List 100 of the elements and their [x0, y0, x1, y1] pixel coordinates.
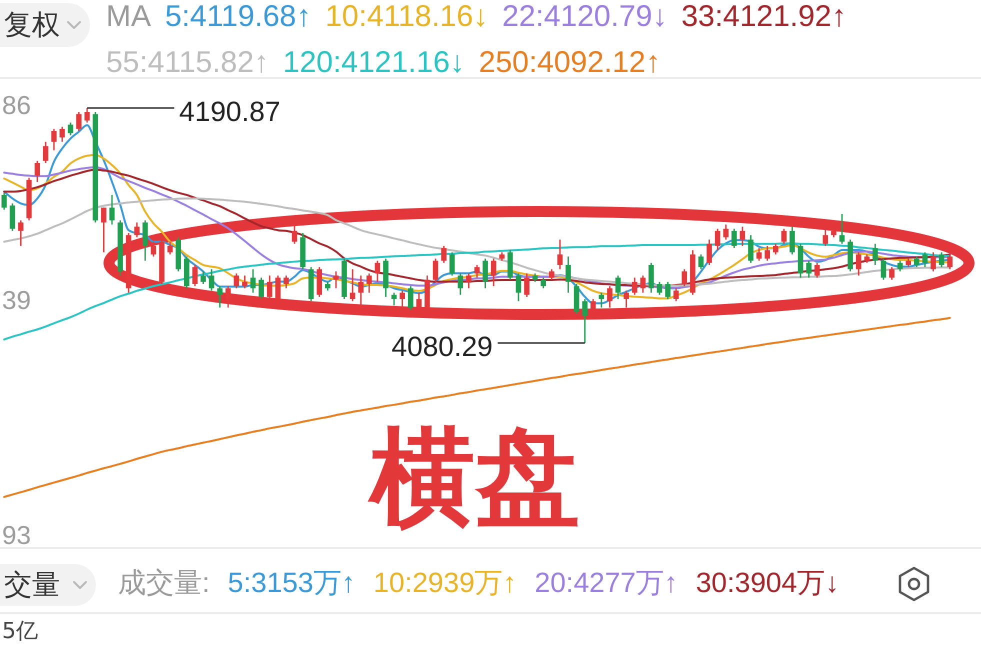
candlestick — [458, 272, 464, 296]
candlestick — [225, 285, 231, 308]
annotation: 4190.87 — [179, 96, 280, 127]
dropdown-field: 交量 — [0, 564, 96, 606]
candlestick — [540, 276, 546, 289]
candlestick — [258, 276, 264, 300]
candlestick — [682, 268, 688, 287]
candlestick — [930, 252, 936, 272]
candlestick — [167, 241, 173, 256]
candlestick — [814, 262, 820, 278]
candlestick — [366, 272, 372, 294]
candlestick — [872, 243, 878, 266]
candlestick — [134, 222, 140, 238]
candlestick — [374, 260, 380, 283]
candlestick — [914, 256, 920, 268]
candlestick — [648, 262, 654, 294]
candlestick — [449, 252, 455, 276]
candlestick — [10, 202, 16, 232]
candlestick — [51, 128, 57, 151]
candlestick — [208, 268, 214, 292]
candlestick — [549, 268, 554, 280]
text: 33:4121.92↑ — [681, 0, 846, 34]
candlestick — [217, 285, 222, 308]
text: 93 — [2, 520, 31, 550]
candlestick — [856, 252, 862, 276]
candlestick — [624, 290, 629, 308]
candlestick — [615, 274, 621, 300]
candlestick — [524, 272, 530, 298]
candlestick — [516, 272, 522, 302]
text: 120:4121.16↓ — [282, 46, 465, 80]
candlestick — [656, 281, 662, 296]
candlestick — [84, 107, 90, 124]
candlestick — [192, 264, 198, 287]
candlestick — [640, 274, 646, 294]
candlestick — [474, 264, 480, 278]
candlestick — [557, 238, 563, 270]
candlestick — [266, 274, 272, 300]
candlestick — [150, 241, 156, 258]
candlestick — [938, 252, 944, 268]
dropdown-field: 复权 — [0, 3, 90, 47]
candlestick — [142, 220, 148, 262]
candlestick — [482, 258, 488, 289]
candlestick — [740, 226, 746, 247]
candlestick — [18, 220, 24, 247]
candlestick — [234, 272, 240, 289]
candlestick — [714, 228, 720, 251]
candlestick — [889, 266, 894, 280]
candlestick — [490, 258, 496, 287]
candlestick — [101, 206, 106, 253]
candlestick — [947, 254, 953, 270]
candlestick — [242, 274, 248, 289]
candlestick — [723, 224, 729, 240]
candlestick — [806, 260, 812, 278]
candlestick — [76, 111, 82, 132]
text: 55:4115.82↑ — [106, 46, 269, 80]
candlestick — [732, 228, 737, 249]
candlestick — [698, 254, 704, 270]
candlestick — [665, 281, 670, 300]
candlestick — [109, 194, 115, 226]
candlestick — [880, 258, 886, 280]
annotation: 86 — [2, 90, 31, 120]
candlestick — [772, 243, 778, 256]
text: 10:4118.16↓ — [325, 0, 488, 34]
legend-label: 20:4277万↑ — [534, 567, 678, 599]
candlestick — [42, 141, 48, 164]
annotation: 4080.29 — [392, 331, 493, 362]
legend-label: 10:2939万↑ — [373, 567, 517, 599]
legend-title: MA — [106, 0, 151, 34]
annotation: 39 — [2, 285, 31, 315]
candlestick — [60, 126, 65, 143]
candlestick — [582, 298, 588, 344]
text: 5:4119.68↑ — [165, 0, 312, 34]
candlestick — [790, 226, 795, 256]
candlestick — [333, 270, 339, 289]
candlestick — [839, 213, 845, 245]
candlestick — [441, 245, 446, 264]
candlestick — [748, 234, 754, 264]
candlestick — [275, 274, 281, 302]
candlestick — [350, 268, 356, 302]
candlestick — [632, 276, 638, 296]
legend-label: 30:3904万↓ — [696, 567, 840, 599]
candlestick — [200, 270, 206, 285]
candlestick — [400, 290, 405, 308]
candlestick — [68, 122, 74, 136]
legend-title: 成交量: — [118, 567, 210, 599]
text: 250:4092.12↑ — [478, 46, 661, 80]
text: 横盘 — [370, 416, 580, 538]
text: 5亿 — [2, 619, 38, 644]
candlestick — [781, 228, 787, 245]
candlestick — [408, 285, 414, 310]
candlestick — [432, 258, 438, 283]
text: 22:4120.79↓ — [502, 0, 668, 34]
candlestick — [922, 252, 928, 268]
candlestick — [466, 272, 472, 289]
candlestick — [1, 192, 7, 210]
candlestick — [34, 160, 40, 183]
candlestick — [250, 268, 256, 294]
legend-label: 5:3153万↑ — [228, 567, 356, 599]
candlestick — [706, 238, 712, 266]
candlestick — [673, 288, 679, 302]
